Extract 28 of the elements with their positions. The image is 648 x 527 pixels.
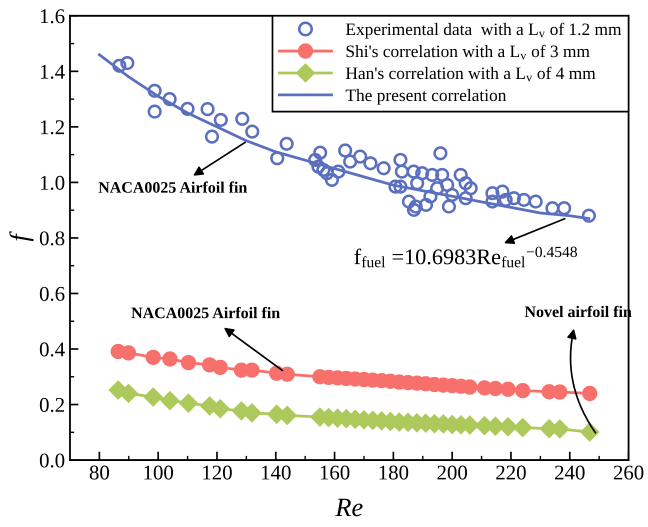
- y-tick-label: 0.6: [40, 286, 64, 301]
- x-tick-label: 160: [320, 466, 350, 480]
- legend-label: Han's correlation with a L$_{v}$ of 4 mm: [346, 66, 596, 82]
- x-tick-label: 260: [614, 466, 644, 480]
- y-tick-label: 0.2: [40, 398, 64, 412]
- y-tick-label: 1.0: [40, 176, 64, 190]
- x-tick-label: 180: [380, 466, 408, 480]
- x-tick-label: 200: [437, 466, 467, 480]
- x-tick-label: 100: [144, 466, 174, 480]
- x-tick-label: 220: [496, 466, 526, 480]
- legend-label: Shi's correlation with a L$_{v}$ of 3 mm: [346, 44, 590, 60]
- legend-label: Experimental data with a L$_{v}$ of 1.2 mm: [346, 22, 622, 39]
- annotation: NACA0025 Airfoil fin: [98, 181, 248, 193]
- annotation: f$_{fuel}$ =10.6983Re$_{fuel}$$^{−0.4548}$: [354, 246, 577, 268]
- y-tick-label: 1.6: [40, 9, 64, 24]
- x-tick-label: 140: [262, 466, 291, 480]
- x-axis-title: Re: [335, 498, 363, 516]
- y-tick-label: 0.4: [40, 342, 65, 357]
- y-tick-label: 0.0: [40, 453, 64, 468]
- x-tick-label: 80: [90, 466, 110, 480]
- y-tick-label: 0.8: [40, 231, 64, 246]
- legend-label: The present correlation: [346, 88, 506, 105]
- annotation: NACA0025 Airfoil fin: [131, 306, 280, 318]
- x-tick-label: 120: [203, 466, 232, 480]
- y-axis-title: f: [9, 231, 34, 242]
- y-tick-label: 1.4: [40, 64, 65, 79]
- y-tick-label: 1.2: [40, 120, 64, 134]
- x-tick-label: 240: [555, 466, 585, 480]
